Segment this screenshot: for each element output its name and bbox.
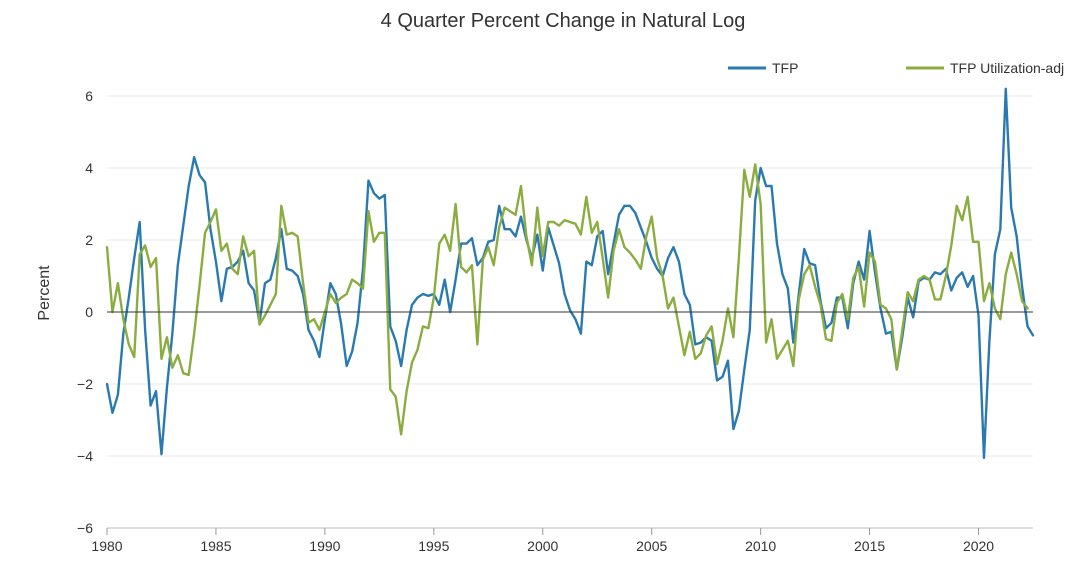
x-tick-label: 1990 (309, 538, 340, 554)
y-tick-label: 2 (85, 232, 93, 248)
series-line-tfp[interactable] (105, 87, 1035, 459)
x-tick-label: 2010 (745, 538, 776, 554)
y-axis-label: Percent (36, 265, 53, 321)
legend-label-tfp-utilization-adj: TFP Utilization-adj (950, 60, 1064, 76)
x-tick-label: 1995 (418, 538, 449, 554)
x-tick-label: 1980 (91, 538, 122, 554)
y-tick-label: 6 (85, 88, 93, 104)
axes (107, 311, 1033, 529)
legend-item-tfp[interactable]: TFP (728, 60, 798, 76)
y-axis-ticks: −6 −4 −2 0 2 4 6 (77, 88, 93, 536)
x-tick-label: 2005 (636, 538, 667, 554)
legend[interactable]: TFP TFP Utilization-adj (728, 60, 1064, 76)
x-tick-label: 2000 (527, 538, 558, 554)
series-line-tfp-utilization-adj[interactable] (105, 163, 1029, 436)
y-tick-label: −6 (77, 520, 93, 536)
y-tick-label: −4 (77, 448, 93, 464)
legend-label-tfp: TFP (772, 60, 798, 76)
x-axis-ticks: 1980 1985 1990 1995 2000 2005 2010 2015 2020 (91, 528, 994, 554)
x-tick-label: 2015 (854, 538, 885, 554)
y-tick-label: −2 (77, 376, 93, 392)
x-tick-label: 1985 (200, 538, 231, 554)
y-tick-label: 4 (85, 160, 93, 176)
y-tick-label: 0 (85, 304, 93, 320)
series-layer (105, 87, 1035, 459)
chart-title: 4 Quarter Percent Change in Natural Log (381, 10, 746, 32)
x-tick-label: 2020 (963, 538, 994, 554)
grid (107, 95, 1033, 457)
legend-item-tfp-utilization-adj[interactable]: TFP Utilization-adj (906, 60, 1064, 76)
